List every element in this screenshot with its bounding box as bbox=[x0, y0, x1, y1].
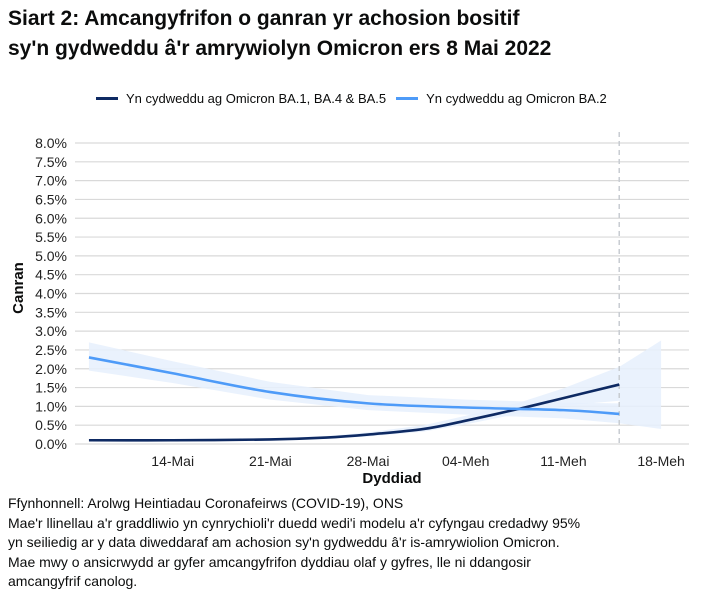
y-tick-label: 4.5% bbox=[35, 267, 67, 283]
y-tick-label: 7.5% bbox=[35, 154, 67, 170]
x-tick-label: 04-Meh bbox=[442, 453, 489, 469]
y-tick-label: 1.0% bbox=[35, 398, 67, 414]
y-tick-label: 6.5% bbox=[35, 191, 67, 207]
y-axis-title: Canran bbox=[10, 262, 27, 314]
y-tick-label: 1.5% bbox=[35, 380, 67, 396]
y-tick-label: 0.5% bbox=[35, 417, 67, 433]
y-tick-label: 2.5% bbox=[35, 342, 67, 358]
x-axis-title: Dyddiad bbox=[362, 470, 421, 487]
x-tick-label: 28-Mai bbox=[347, 453, 390, 469]
note-line: Mae mwy o ansicrwydd ar gyfer amcangyfri… bbox=[8, 553, 531, 570]
series-line-ba2 bbox=[88, 356, 620, 416]
title-line-1: Siart 2: Amcangyfrifon o ganran yr achos… bbox=[8, 7, 520, 30]
legend-swatch-ba1 bbox=[96, 97, 118, 100]
legend-label-ba1: Yn cydweddu ag Omicron BA.1, BA.4 & BA.5 bbox=[126, 91, 387, 106]
y-tick-label: 2.0% bbox=[35, 361, 67, 377]
legend-swatch-ba2 bbox=[396, 97, 419, 100]
x-tick-label: 18-Meh bbox=[637, 453, 684, 469]
legend-label-ba2: Yn cydweddu ag Omicron BA.2 bbox=[426, 91, 607, 106]
y-tick-label: 4.0% bbox=[35, 286, 67, 302]
series-line-ba1 bbox=[88, 383, 620, 442]
note-line: yn seiliedig ar y data diweddaraf am ach… bbox=[8, 534, 560, 550]
title-line-2: sy'n gydweddu â'r amrywiolyn Omicron ers… bbox=[8, 37, 552, 60]
note-line: amcangyfrif canolog. bbox=[8, 573, 138, 589]
x-tick-label: 14-Mai bbox=[151, 453, 194, 469]
plot-area: 0.0% 0.5% 1.0% 1.5% 2.0% 2.5% 3.0% 3.5% 4.0% 4.5%… bbox=[10, 132, 689, 487]
source-note: Ffynhonnell: Arolwg Heintiadau Coronafei… bbox=[8, 495, 404, 511]
y-tick-label: 5.0% bbox=[35, 248, 67, 264]
confidence-band-extended bbox=[619, 340, 662, 429]
y-tick-label: 7.0% bbox=[35, 173, 67, 189]
y-tick-label: 3.0% bbox=[35, 323, 67, 339]
note-line: Mae'r llinellau a'r graddliwio yn cynryc… bbox=[8, 514, 581, 531]
y-tick-label: 6.0% bbox=[35, 210, 67, 226]
confidence-band-ba2 bbox=[88, 342, 620, 424]
legend-item-ba1: Yn cydweddu ag Omicron BA.1, BA.4 & BA.5 bbox=[96, 91, 386, 106]
x-tick-label: 11-Meh bbox=[540, 453, 586, 469]
y-tick-label: 0.0% bbox=[35, 436, 67, 452]
y-tick-label: 3.5% bbox=[35, 304, 67, 320]
x-tick-label: 21-Mai bbox=[249, 453, 292, 469]
legend: Yn cydweddu ag Omicron BA.1, BA.4 & BA.5… bbox=[96, 91, 617, 106]
y-tick-label: 8.0% bbox=[35, 135, 67, 151]
chart-notes: Ffynhonnell: Arolwg Heintiadau Coronafei… bbox=[8, 494, 580, 592]
chart-title: Siart 2: Amcangyfrifon o ganran yr achos… bbox=[8, 4, 551, 64]
legend-item-ba2: Yn cydweddu ag Omicron BA.2 bbox=[396, 91, 607, 106]
y-tick-label: 5.5% bbox=[35, 229, 67, 245]
